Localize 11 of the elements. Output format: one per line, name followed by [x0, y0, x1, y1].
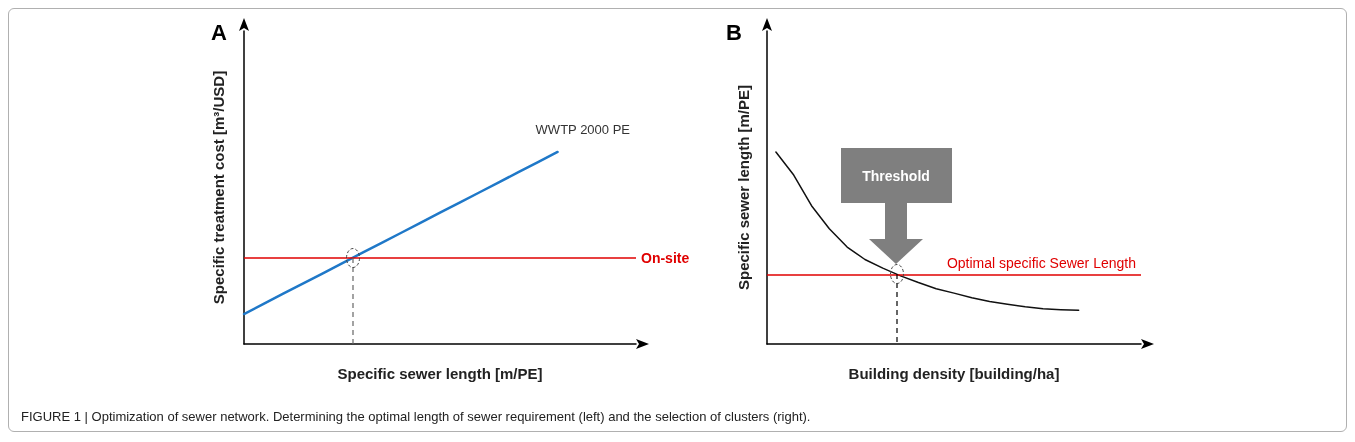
x-axis-title: Specific sewer length [m/PE]	[337, 365, 543, 382]
annotation: Threshold	[862, 168, 930, 185]
y-axis-title: Specific sewer length [m/PE]	[735, 84, 752, 291]
caption: FIGURE 1 | Optimization of sewer network. Determining the optimal length of sewer requirement (left) and the selection of clusters (right).	[21, 409, 811, 424]
series-label: WWTP 2000 PE	[535, 122, 631, 138]
ref-line-label: On-site	[641, 249, 690, 266]
y-axis-title: Specific treatment cost [m³/USD]	[210, 70, 227, 305]
ref-line-label: Optimal specific Sewer Length	[946, 254, 1136, 271]
chart-title: A	[211, 19, 227, 45]
chart-title: B	[726, 19, 742, 45]
x-axis-title: Building density [building/ha]	[848, 365, 1060, 382]
